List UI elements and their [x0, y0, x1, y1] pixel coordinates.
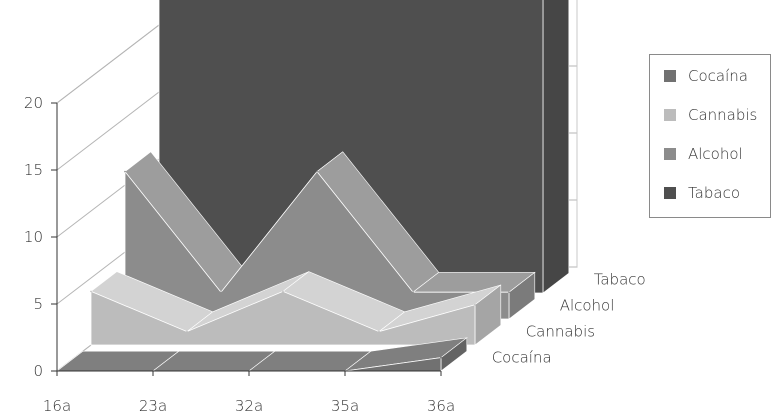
series-3-area — [158, 0, 544, 294]
legend-label-3: Tabaco — [688, 184, 741, 202]
legend-label-1: Cannabis — [688, 106, 758, 124]
series-Cannabis — [90, 271, 502, 346]
data-point-1-4 — [474, 304, 476, 306]
y-tick-label-4: 20 — [24, 94, 43, 112]
x-tick-label-1: 23a — [139, 397, 167, 414]
depth-label-1: Cannabis — [526, 323, 595, 341]
legend-swatch-3 — [664, 187, 676, 199]
data-point-0-4 — [440, 356, 442, 359]
axis-labels: 0 5 10 15 20 16a 23a 32a 35a 36a Cocaína Cannabis Al… — [24, 94, 646, 414]
series-2-area — [124, 170, 510, 320]
legend-swatch-0 — [664, 70, 676, 82]
x-tick-label-0: 16a — [43, 397, 71, 414]
data-point-2-3 — [412, 291, 414, 294]
y-tick-label-1: 5 — [33, 295, 43, 313]
legend-item-2: Alcohol — [664, 144, 743, 164]
y-tick-label-3: 15 — [24, 161, 43, 179]
depth-label-3: Tabaco — [594, 271, 646, 289]
legend-item-0: Cocaína — [664, 66, 748, 86]
legend-swatch-1 — [664, 109, 676, 121]
legend-item-3: Tabaco — [664, 183, 740, 203]
series-Cocaína — [56, 337, 468, 372]
depth-label-0: Cocaína — [492, 349, 552, 367]
data-point-1-1 — [186, 330, 188, 333]
data-point-1-2 — [282, 290, 284, 293]
legend-label-2: Alcohol — [688, 145, 743, 163]
depth-label-2: Alcohol — [560, 297, 615, 315]
y-tick-label-2: 10 — [24, 228, 43, 246]
axes — [51, 102, 442, 376]
x-tick-label-2: 32a — [235, 397, 263, 414]
series-layer — [56, 0, 570, 372]
series-3-end-cap — [542, 0, 570, 294]
data-point-2-4 — [508, 291, 510, 294]
legend-item-1: Cannabis — [664, 105, 757, 125]
series-Tabaco — [158, 0, 570, 294]
data-point-1-0 — [90, 290, 92, 293]
legend-label-0: Cocaína — [688, 67, 748, 85]
legend-swatch-2 — [664, 148, 676, 160]
data-point-2-2 — [316, 170, 318, 173]
x-tick-label-3: 35a — [331, 397, 359, 414]
series-Alcohol — [124, 151, 536, 320]
x-tick-label-4: 36a — [427, 397, 455, 414]
y-tick-label-0: 0 — [33, 362, 43, 380]
data-point-2-1 — [220, 291, 222, 294]
data-point-2-0 — [124, 170, 126, 173]
legend: Cocaína Cannabis Alcohol Tabaco — [649, 54, 771, 218]
gridline-4 — [56, 0, 193, 104]
data-point-1-3 — [378, 330, 380, 333]
